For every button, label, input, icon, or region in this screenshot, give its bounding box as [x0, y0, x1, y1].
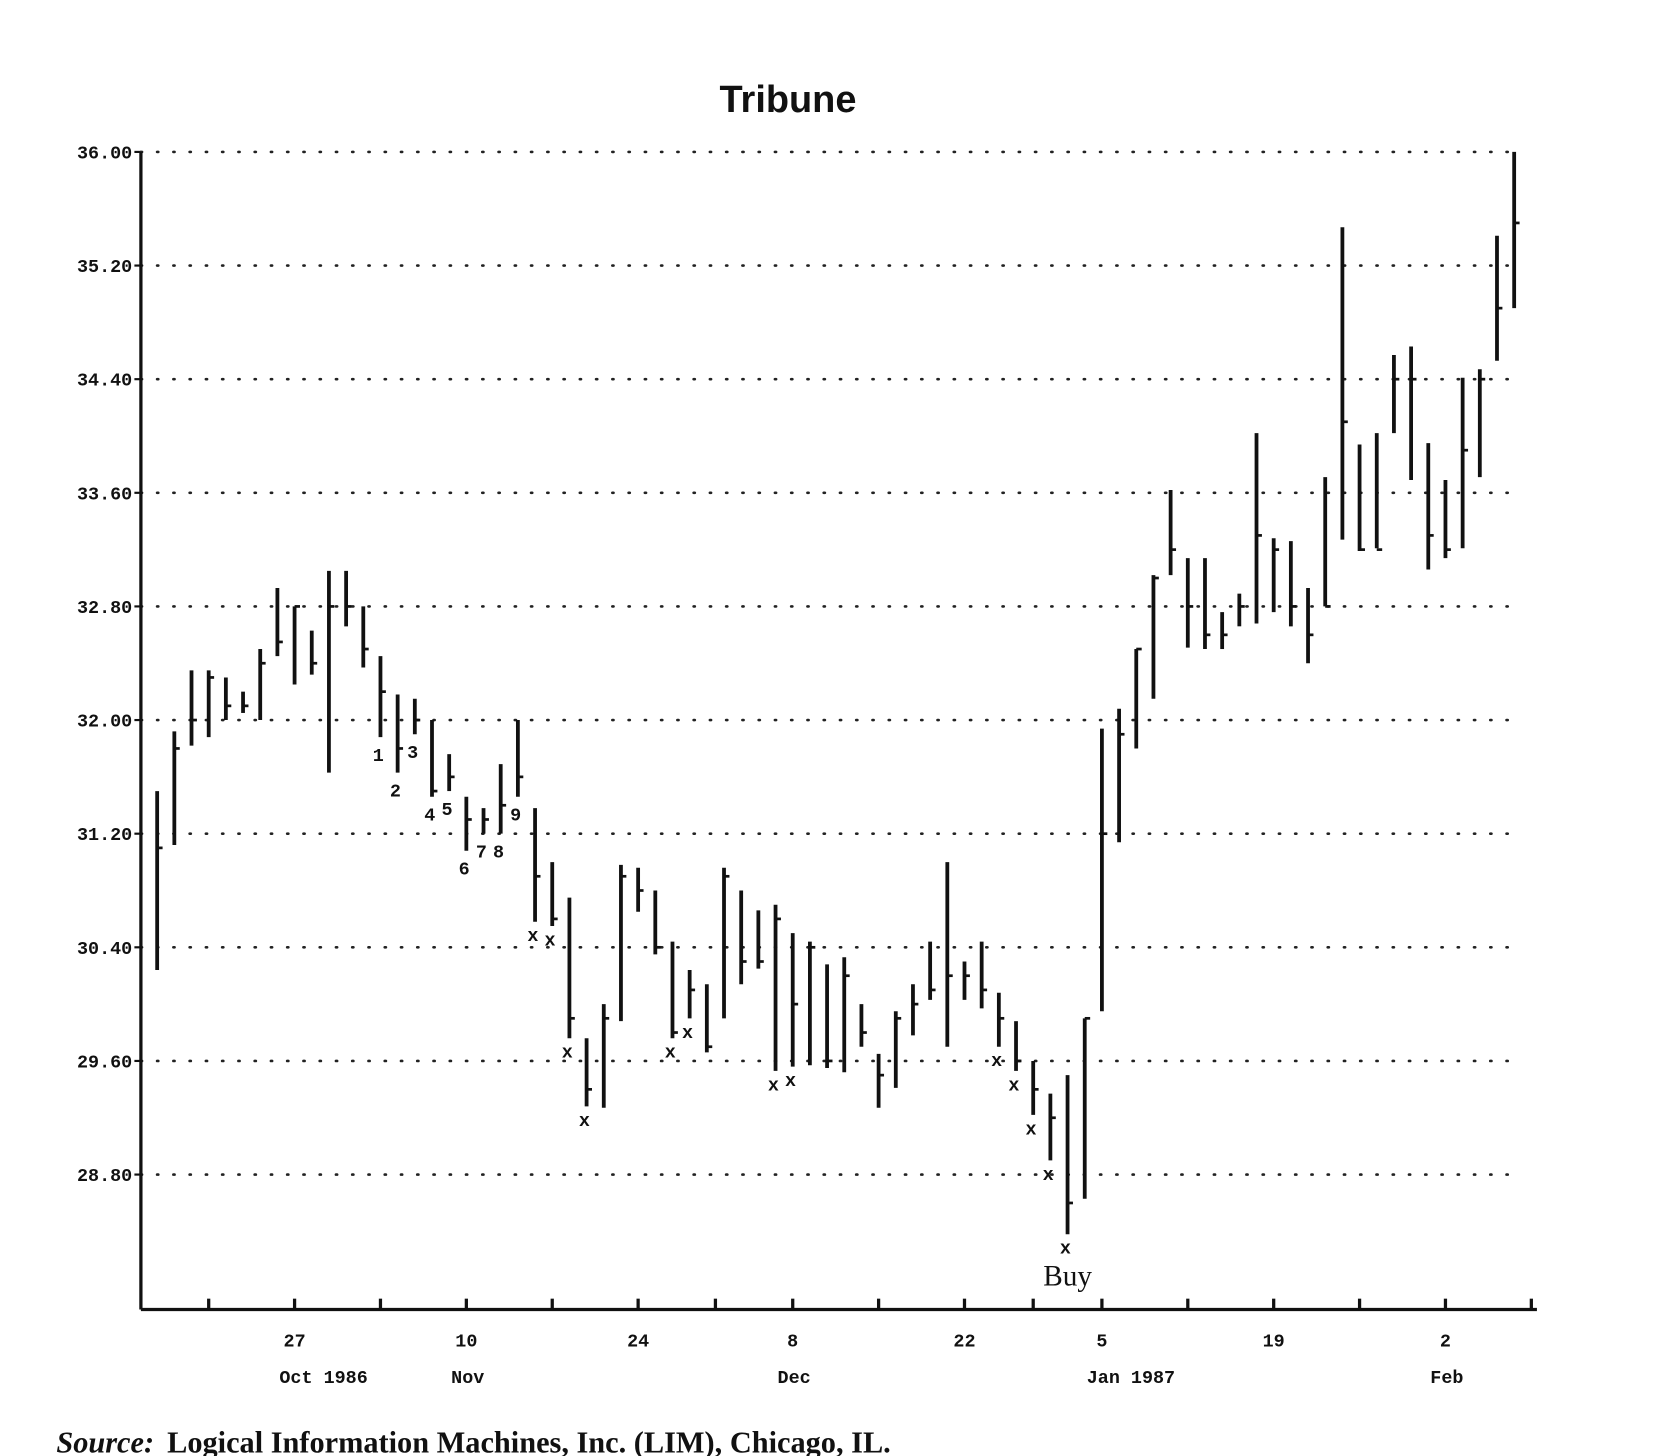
bar-label: 8: [493, 843, 504, 864]
y-tick-label: 33.60: [77, 484, 132, 505]
source-text: Logical Information Machines, Inc. (LIM)…: [167, 1426, 891, 1456]
bar-label: x: [785, 1071, 796, 1092]
y-tick-label: 36.00: [77, 143, 132, 164]
bar-label: x: [579, 1111, 590, 1132]
bar-label: 7: [476, 843, 487, 864]
source-label: Source:: [56, 1426, 154, 1456]
bar-label: 3: [407, 743, 418, 764]
y-tick-label: 35.20: [77, 257, 132, 278]
bar-label: x: [1026, 1119, 1037, 1140]
bar-label: 2: [390, 781, 401, 802]
x-month-label: Jan 1987: [1087, 1368, 1175, 1389]
x-tick-label: 27: [284, 1331, 306, 1352]
bar-label: x: [1008, 1075, 1019, 1096]
bar-label: 9: [510, 806, 521, 827]
x-tick-label: 8: [787, 1331, 798, 1352]
y-tick-label: 29.60: [77, 1052, 132, 1073]
bar-label: x: [1060, 1239, 1071, 1260]
bar-label: 5: [441, 800, 452, 821]
bar-label: 4: [424, 806, 435, 827]
bar-label: x: [991, 1051, 1002, 1072]
source: Source: Logical Information Machines, Inc…: [56, 1426, 890, 1456]
bar-label: x: [665, 1043, 676, 1064]
bar-label: 6: [459, 860, 470, 881]
y-tick-label: 31.20: [77, 825, 132, 846]
bar-label: x: [1043, 1165, 1054, 1186]
bar-label: 1: [373, 746, 384, 767]
x-month-label: Feb: [1430, 1368, 1463, 1389]
x-tick-label: 19: [1263, 1331, 1285, 1352]
y-tick-label: 32.80: [77, 598, 132, 619]
x-month-label: Nov: [451, 1368, 484, 1389]
y-tick-label: 28.80: [77, 1166, 132, 1187]
bar-label: x: [768, 1075, 779, 1096]
y-tick-label: 30.40: [77, 939, 132, 960]
x-tick-label: 2: [1440, 1331, 1451, 1352]
x-month-label: Dec: [778, 1368, 811, 1389]
x-tick-label: 22: [953, 1331, 975, 1352]
y-tick-label: 34.40: [77, 371, 132, 392]
y-tick-label: 32.00: [77, 712, 132, 733]
x-tick-label: 24: [627, 1331, 649, 1352]
annotation: Buy: [1043, 1261, 1092, 1293]
chart-title: Tribune: [719, 79, 856, 121]
x-month-label: Oct 1986: [279, 1368, 367, 1389]
x-tick-label: 10: [455, 1331, 477, 1352]
x-tick-label: 5: [1096, 1331, 1107, 1352]
bar-label: x: [527, 926, 538, 947]
bar-label: x: [562, 1043, 573, 1064]
bar-label: x: [545, 931, 556, 952]
bar-label: x: [682, 1023, 693, 1044]
